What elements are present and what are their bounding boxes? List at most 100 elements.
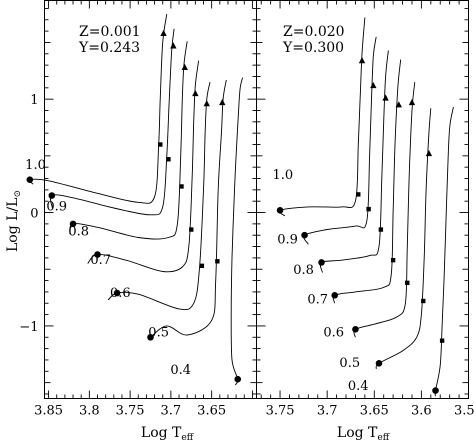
zams-dot: [432, 387, 439, 394]
track-0-5: 0.5: [147, 79, 227, 341]
zams-dot: [26, 176, 34, 183]
triangle-marker: [358, 56, 366, 64]
track-line: [147, 79, 227, 340]
square-marker: [215, 259, 220, 264]
square-marker: [199, 263, 205, 269]
track-0-6: 0.6: [323, 82, 416, 341]
panel-left: Z=0.001 Y=0.243 3.85 3.8 3.75 3.7 3.65 −101 …: [19, 0, 257, 443]
x-tick-label: 3.65: [360, 404, 389, 419]
x-tick-label: 3.6: [411, 404, 432, 419]
y-tick-label: 1: [30, 93, 38, 108]
track-line: [434, 107, 454, 397]
panel-left-x-ticks: 3.85 3.8 3.75 3.7 3.65: [34, 0, 253, 419]
triangle-marker: [370, 81, 377, 89]
panel-right-annotation: Z=0.020 Y=0.300: [282, 24, 345, 56]
track-line: [69, 41, 188, 240]
track-line: [50, 28, 175, 216]
track-1-0: 1.0: [273, 17, 366, 217]
mass-label: 0.8: [68, 225, 89, 240]
panel-right-y-ticks: [256, 7, 469, 395]
track-0-4: 0.4: [348, 107, 454, 397]
panel-right-frame: [256, 0, 469, 399]
track-0-9: 0.9: [46, 28, 177, 216]
track-line: [107, 82, 211, 311]
mass-label: 0.9: [46, 200, 67, 215]
mass-label: 0.8: [293, 263, 314, 278]
track-line: [319, 50, 389, 273]
mass-label: 1.0: [25, 158, 46, 173]
square-marker: [158, 142, 163, 147]
zams-dot: [276, 206, 284, 214]
x-tick-label: 3.8: [79, 404, 100, 419]
square-marker: [356, 192, 361, 197]
zams-dot: [113, 289, 121, 297]
square-marker: [390, 257, 396, 263]
triangle-marker: [395, 101, 402, 108]
x-tick-label: 3.75: [266, 404, 295, 419]
track-line: [87, 60, 200, 273]
helium-label: Y=0.243: [78, 40, 140, 56]
mass-label: 1.0: [273, 168, 294, 183]
zams-dot: [375, 360, 383, 367]
track-0-8: 0.8: [68, 41, 188, 240]
track-0-6: 0.6: [107, 82, 211, 311]
x-tick-label: 3.75: [116, 404, 145, 419]
helium-label: Y=0.300: [282, 40, 344, 56]
panel-left-y-ticks: −1 0 1: [19, 7, 257, 395]
square-marker: [166, 157, 171, 162]
square-marker: [378, 227, 384, 232]
x-tick-label: 3.65: [197, 404, 226, 419]
square-marker: [366, 206, 371, 212]
panel-left-tracks: 1.0 0.90.80.7 0.6 0.5 0.4: [25, 14, 244, 386]
track-line: [353, 82, 416, 338]
panel-left-annotation: Z=0.001 Y=0.243: [78, 24, 141, 56]
track-0-5: 0.5: [339, 108, 433, 371]
zams-dot: [94, 251, 101, 258]
square-marker: [189, 227, 194, 232]
track-0-7: 0.7: [87, 60, 200, 273]
mass-label: 0.4: [348, 379, 369, 394]
y-axis-title: Log L/L⊙: [5, 190, 23, 252]
zams-dot: [234, 375, 242, 383]
zams-dot: [69, 220, 77, 228]
mass-label: 0.5: [339, 356, 360, 371]
zams-dot: [48, 192, 56, 199]
track-0-4: 0.4: [170, 77, 244, 386]
metallicity-label: Z=0.001: [79, 24, 141, 40]
zams-dot: [331, 292, 339, 299]
x-tick-label: 3.7: [317, 404, 338, 419]
x-tick-label: 3.7: [161, 404, 182, 419]
mass-label: 0.9: [277, 233, 298, 248]
zams-dot: [352, 326, 359, 333]
square-marker: [179, 184, 184, 189]
triangle-marker: [181, 63, 188, 71]
triangle-marker: [219, 98, 226, 106]
mass-label: 0.7: [307, 293, 328, 308]
triangle-marker: [203, 100, 210, 107]
track-0-9: 0.9: [277, 36, 377, 248]
square-marker: [421, 298, 426, 304]
mass-label: 0.6: [110, 286, 131, 301]
track-line: [375, 108, 432, 370]
track-line: [303, 36, 377, 245]
track-1-0: 1.0: [25, 14, 168, 204]
zams-dot: [147, 333, 154, 341]
triangle-marker: [192, 89, 199, 97]
track-0-8: 0.8: [293, 50, 389, 278]
triangle-marker: [382, 94, 389, 101]
panel-right-x-ticks: 3.75 3.7 3.65 3.6 3.55: [260, 0, 474, 419]
y-tick-label: 0: [30, 207, 38, 222]
panel-right: Z=0.020 Y=0.300 3.75 3.7 3.65 3.6 3.55 1.0 0.…: [256, 0, 474, 443]
zams-dot: [301, 231, 308, 239]
triangle-marker: [160, 29, 167, 36]
square-marker: [405, 280, 410, 286]
x-axis-title-right: Log Teff: [337, 425, 390, 443]
track-line: [278, 17, 366, 217]
zams-dot: [318, 259, 325, 266]
mass-label: 0.5: [148, 326, 169, 341]
panel-right-tracks: 1.0 0.9 0.8 0.7 0.6 0.5 0.4: [273, 17, 454, 397]
x-tick-label: 3.55: [454, 404, 474, 419]
mass-label: 0.4: [170, 363, 191, 378]
y-tick-label: −1: [19, 320, 38, 335]
track-line: [28, 14, 168, 204]
